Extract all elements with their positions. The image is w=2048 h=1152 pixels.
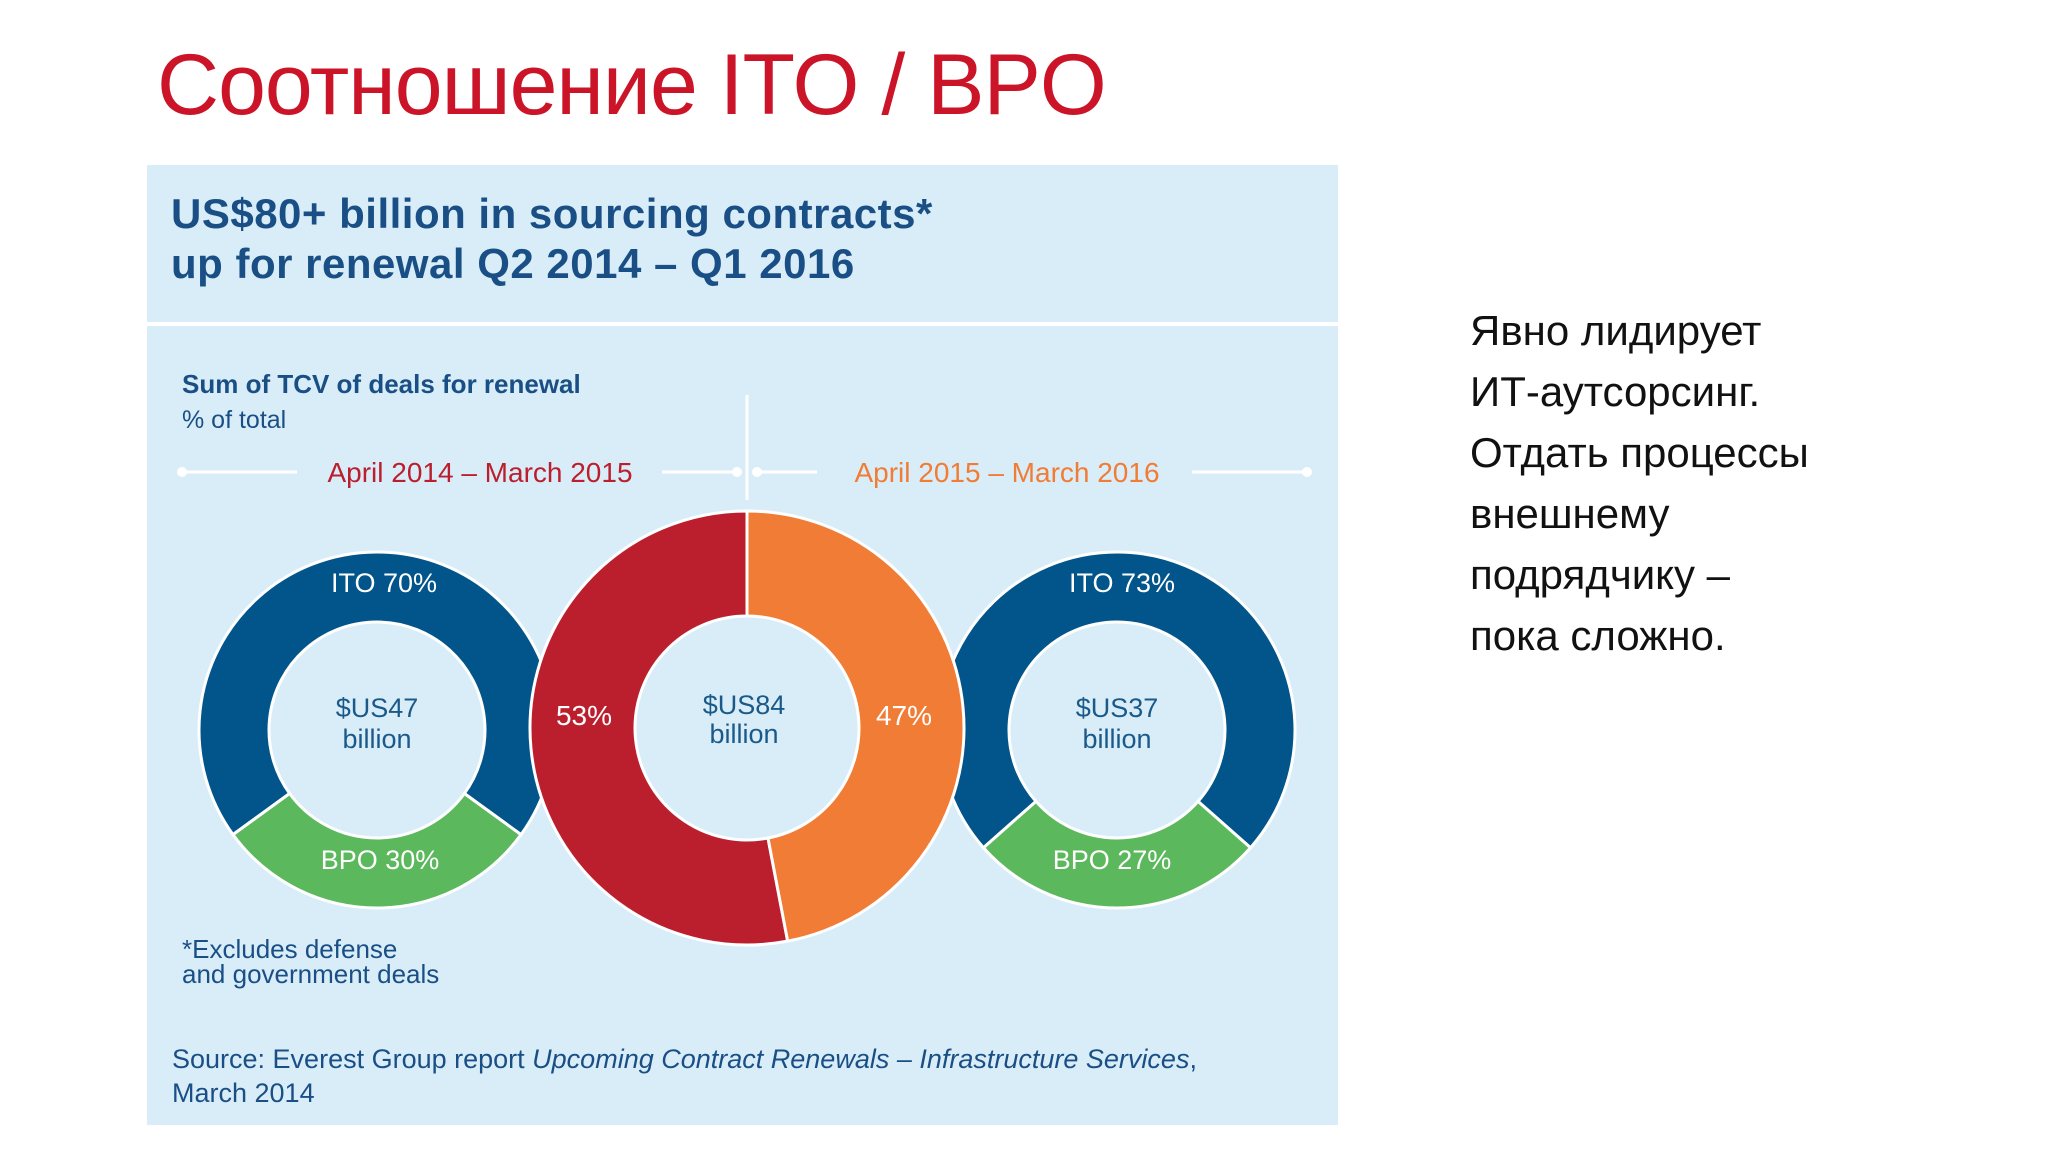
panel-header: US$80+ billion in sourcing contracts* up… (147, 165, 1338, 326)
footnote-line-2: and government deals (182, 959, 439, 989)
donut-left-ito-label: ITO 70% (331, 568, 437, 598)
chart-subtitle: Sum of TCV of deals for renewal (182, 369, 581, 399)
donut-center-period1-slice (528, 509, 790, 947)
footnote-line-1: *Excludes defense (182, 934, 397, 964)
period-timeline-right (752, 467, 1312, 477)
donut-center-period2-slice (745, 509, 966, 943)
donut-center-period2-pct: 47% (876, 700, 932, 731)
source-line-1: Source: Everest Group report Upcoming Co… (172, 1044, 1197, 1074)
side-text-line-4: внешнему (1470, 490, 1670, 537)
source-line-2: March 2014 (172, 1078, 315, 1108)
donut-center-period1-pct: 53% (556, 700, 612, 731)
side-text-line-5: подрядчику – (1470, 551, 1731, 598)
period-timeline-left (177, 467, 742, 477)
donut-right-ito-label: ITO 73% (1069, 568, 1175, 598)
donut-left-bpo-slice (230, 791, 524, 910)
donut-total: 53% 47% $US84 billion (528, 509, 966, 947)
donut-right-bpo-label: BPO 27% (1053, 845, 1172, 875)
panel-title: US$80+ billion in sourcing contracts* up… (171, 189, 933, 289)
donut-left-center-value: $US47 (336, 693, 419, 723)
infographic-panel: US$80+ billion in sourcing contracts* up… (147, 165, 1338, 1125)
donut-center-value: $US84 (703, 690, 786, 720)
side-commentary: Явно лидирует ИТ-аутсорсинг. Отдать проц… (1470, 300, 1990, 666)
side-text-line-1: Явно лидирует (1470, 307, 1762, 354)
donut-left-center-unit: billion (342, 724, 411, 754)
donut-left-bpo-label: BPO 30% (321, 845, 440, 875)
period-label-2015-2016: April 2015 – March 2016 (854, 457, 1159, 488)
panel-title-line-2: up for renewal Q2 2014 – Q1 2016 (171, 240, 855, 287)
period-label-2014-2015: April 2014 – March 2015 (327, 457, 632, 488)
donut-2014-2015: ITO 70% BPO 30% $US47 billion (197, 550, 557, 910)
side-text-line-3: Отдать процессы (1470, 429, 1809, 476)
donut-right-center-value: $US37 (1076, 693, 1159, 723)
donut-right-bpo-slice (981, 799, 1253, 910)
panel-title-line-1: US$80+ billion in sourcing contracts* (171, 190, 933, 237)
donut-charts: Sum of TCV of deals for renewal % of tot… (172, 369, 1312, 1108)
side-text-line-2: ИТ-аутсорсинг. (1470, 368, 1761, 415)
donut-2015-2016: ITO 73% BPO 27% $US37 billion (937, 550, 1297, 910)
slide-title: Соотношение ITO / BPO (157, 37, 1107, 133)
donut-right-center-unit: billion (1082, 724, 1151, 754)
donut-right-ito-slice (937, 550, 1297, 850)
chart-subtitle-unit: % of total (182, 406, 286, 434)
donut-center-unit: billion (709, 719, 778, 749)
side-text-line-6: пока сложно. (1470, 612, 1726, 659)
